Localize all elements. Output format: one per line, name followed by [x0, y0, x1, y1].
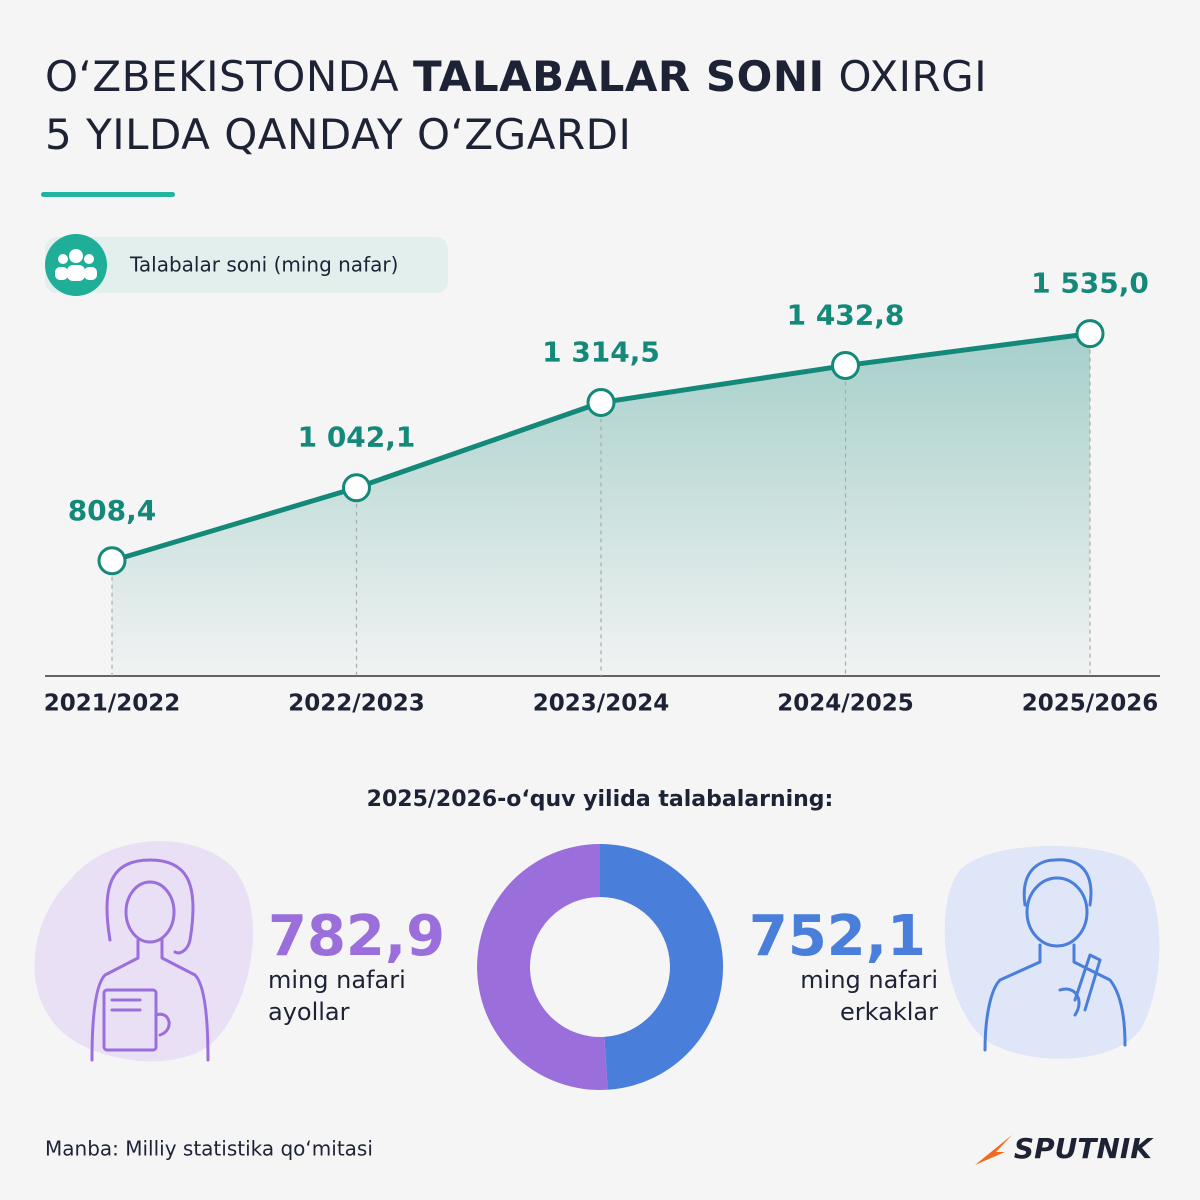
marker: [586, 388, 616, 418]
value-label: 1 432,8: [787, 299, 905, 332]
category-label: erkaklar: [840, 998, 938, 1026]
line-chart: 2021/2022 2022/2023 2023/2024 2024/2025 2025…: [44, 267, 1158, 717]
donut-slice: [477, 844, 608, 1090]
category-label: ayollar: [268, 998, 350, 1026]
marker: [342, 473, 371, 503]
x-tick-label: 2024/2025: [777, 691, 913, 717]
area: [112, 333, 1090, 676]
x-tick-label: 2021/2022: [44, 691, 180, 717]
marker: [97, 546, 127, 576]
logo: SPUTNIK: [1014, 1132, 1154, 1165]
logo-mark: [975, 1135, 1012, 1165]
unit-label: ming nafari: [268, 966, 406, 994]
pie-title: 2025/2026-o‘quv yilida talabalarning:: [367, 787, 834, 812]
value-label: 808,4: [68, 494, 157, 527]
x-tick-label: 2025/2026: [1022, 691, 1158, 717]
value-label: 752,1: [749, 904, 926, 969]
title-part: O‘ZBEKISTONDA: [45, 52, 400, 101]
x-tick-label: 2022/2023: [288, 691, 424, 717]
x-tick-label: 2023/2024: [533, 691, 669, 717]
donut-slice: [600, 843, 724, 1090]
blob: [34, 841, 254, 1062]
legend-pill: [45, 237, 448, 293]
title-part: OXIRGI: [838, 52, 988, 101]
legend-label: Talabalar soni (ming nafar): [129, 253, 398, 277]
value-label: 782,9: [268, 904, 445, 969]
accent-line: [41, 192, 175, 197]
people-icon: [55, 249, 97, 281]
source: Manba: Milliy statistika qo‘mitasi: [45, 1137, 373, 1161]
value-label: 1 314,5: [542, 336, 660, 369]
title-part-bold: TALABALAR SONI: [412, 52, 825, 101]
value-label: 1 535,0: [1031, 267, 1149, 300]
woman-icon: [90, 858, 210, 1062]
blob: [944, 846, 1160, 1059]
unit-label: ming nafari: [800, 966, 938, 994]
title-part: 5 YILDA QANDAY O‘ZGARDI: [45, 110, 632, 159]
value-label: 1 042,1: [298, 421, 416, 454]
title: O‘ZBEKISTONDA TALABALAR SONI OXIRGI 5 YIL…: [45, 48, 987, 164]
man-icon: [983, 858, 1127, 1052]
marker: [831, 351, 860, 381]
marker: [1075, 319, 1105, 349]
